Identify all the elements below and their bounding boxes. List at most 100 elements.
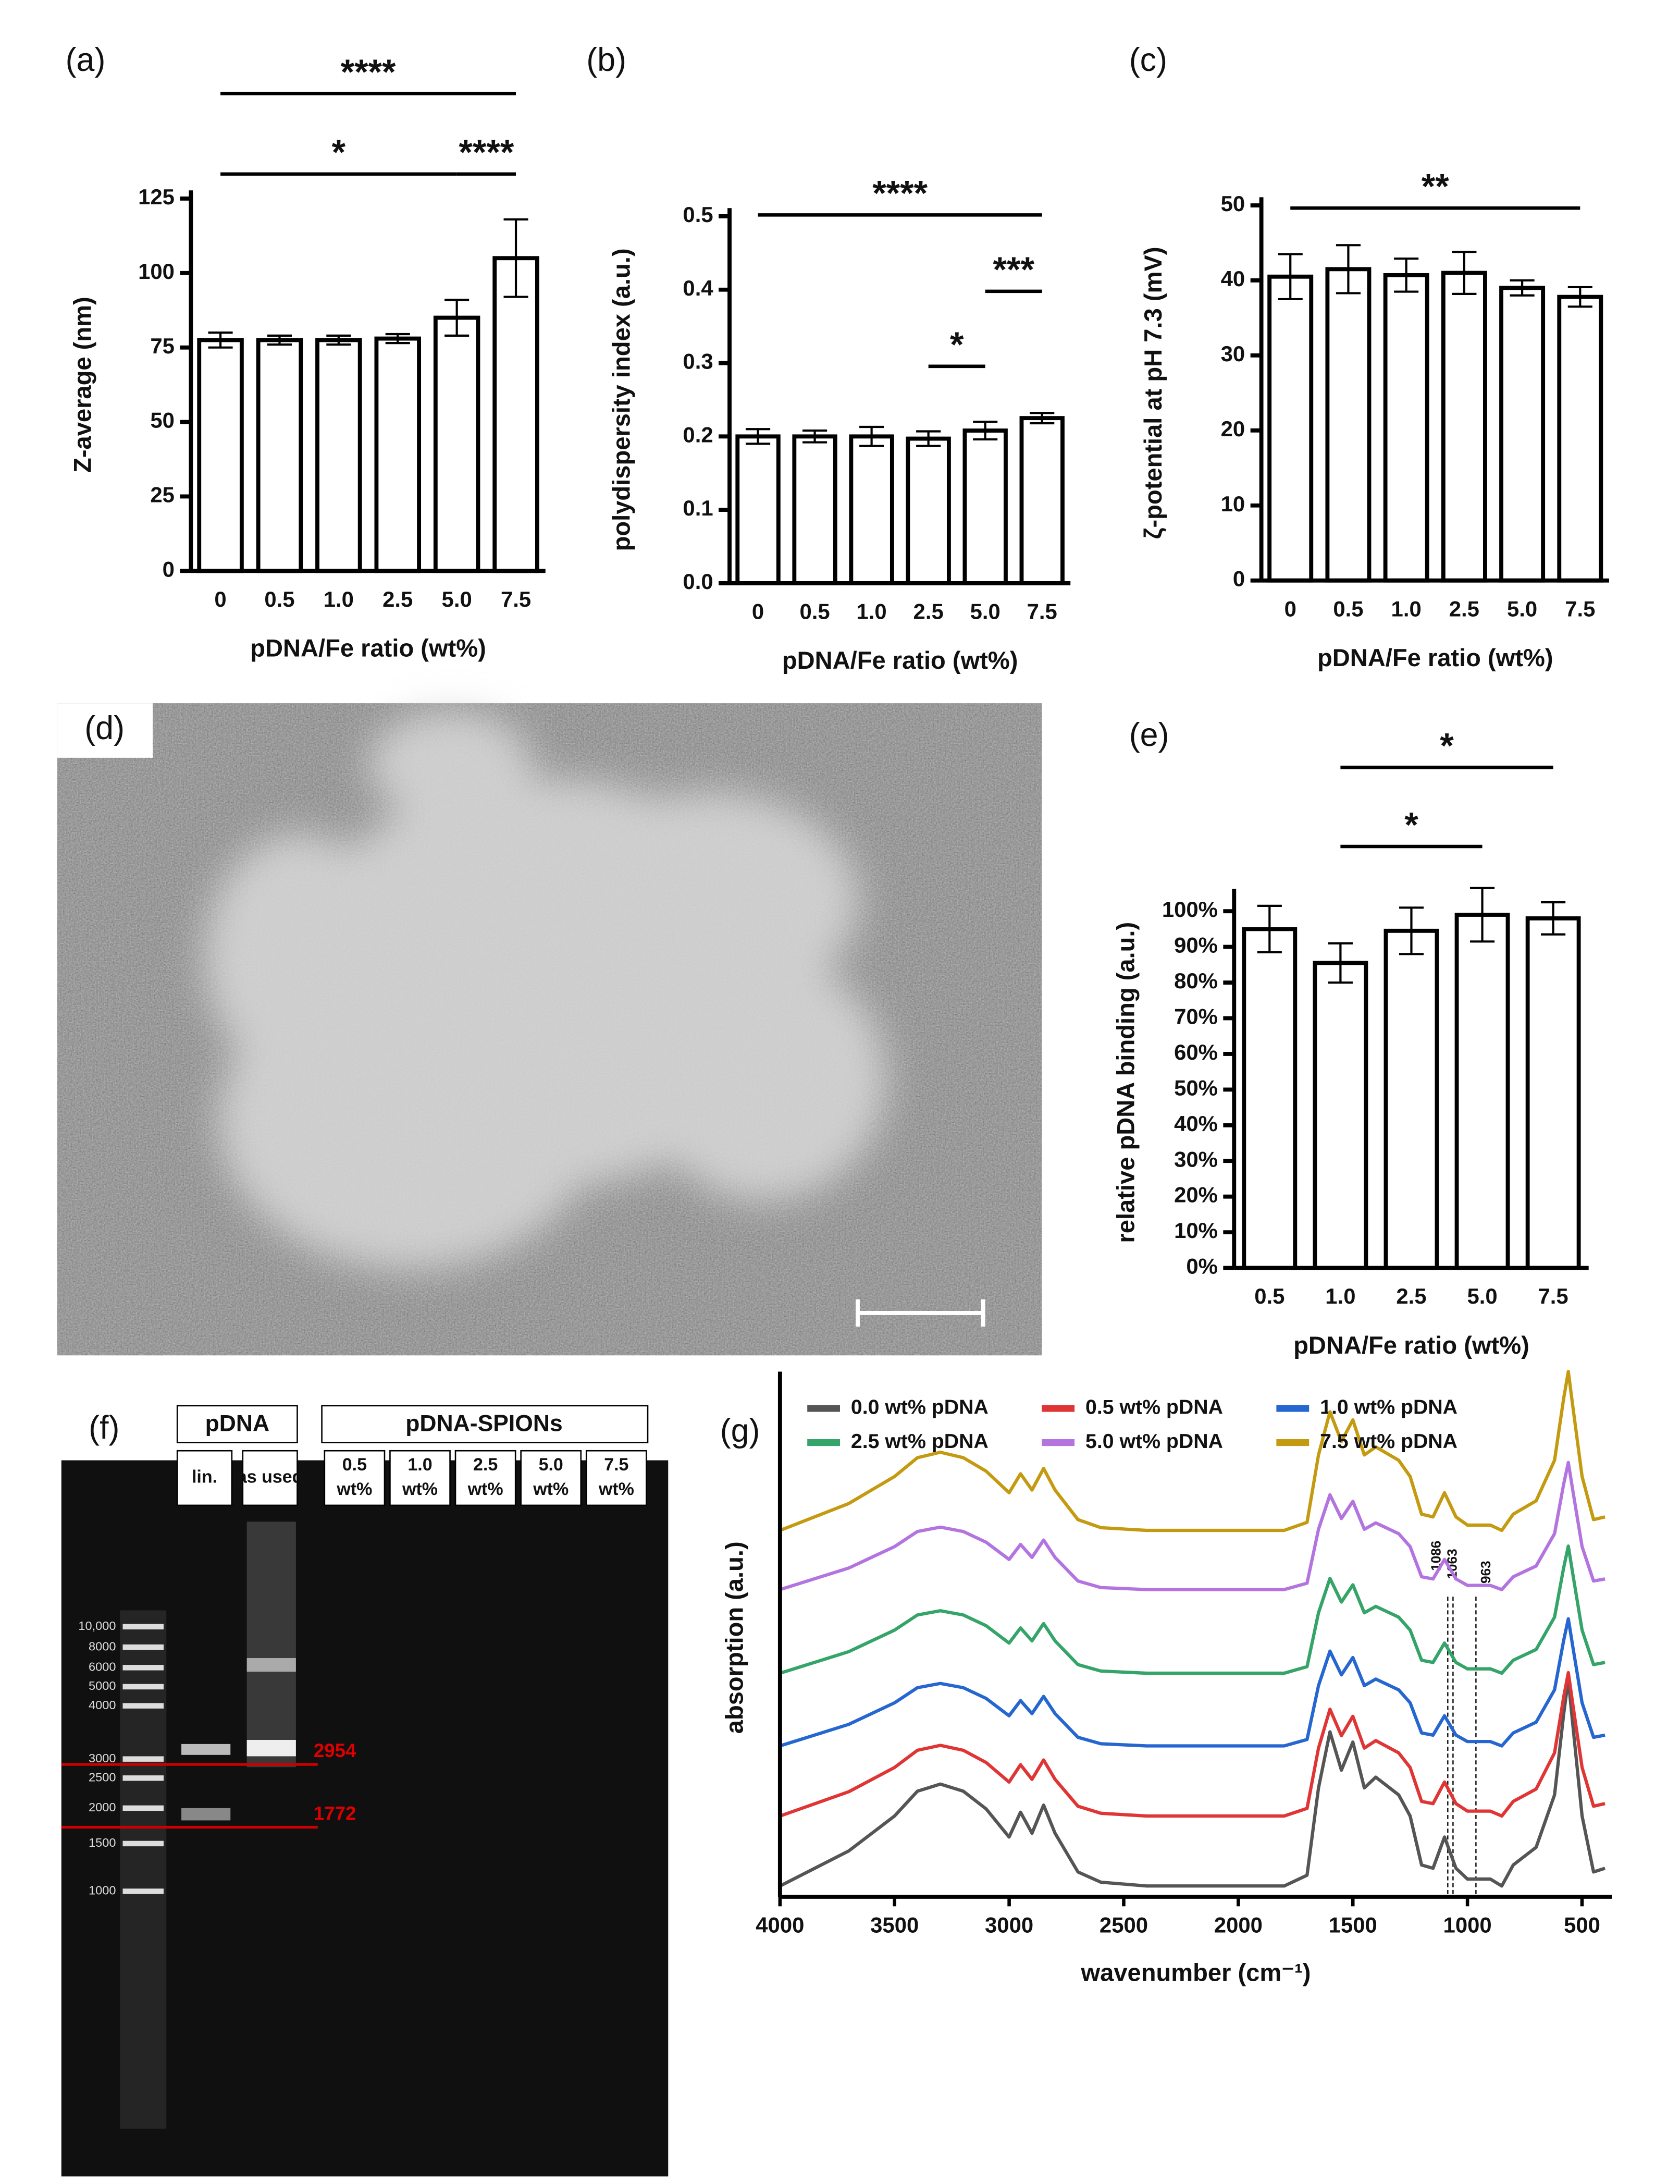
error-bar — [1510, 279, 1535, 297]
lane-label: lin. — [192, 1467, 217, 1487]
ladder-band — [122, 1644, 164, 1650]
error-bar — [385, 333, 410, 345]
y-tick-label: 100 — [138, 259, 175, 284]
error-bar — [1257, 904, 1282, 953]
bar — [735, 434, 781, 585]
x-tick-label: 5.0 — [970, 599, 1000, 624]
x-tick-label: 7.5 — [501, 587, 531, 611]
spectrum-line — [779, 1370, 1605, 1532]
ladder-label: 5000 — [89, 1679, 116, 1692]
error-bar — [1336, 244, 1361, 295]
bar — [256, 338, 303, 573]
lane-label: 7.5 — [604, 1455, 628, 1475]
y-tick-label: 30 — [1221, 341, 1245, 366]
spectrum-line — [779, 1617, 1605, 1748]
x-tick-label: 3000 — [985, 1913, 1033, 1937]
panel-label: (f) — [89, 1410, 119, 1446]
error-bar — [208, 332, 233, 349]
ladder-band — [122, 1888, 164, 1894]
x-axis-title: pDNA/Fe ratio (wt%) — [250, 634, 486, 662]
x-tick-label: 7.5 — [1538, 1284, 1568, 1308]
y-tick-label: 0.0 — [683, 569, 713, 594]
y-tick-label: 0.1 — [683, 496, 713, 520]
bar — [849, 434, 894, 585]
bar — [1557, 295, 1603, 583]
lane-label: wt% — [467, 1479, 503, 1499]
legend-label: 2.5 wt% pDNA — [851, 1430, 989, 1453]
x-tick-label: 2500 — [1100, 1913, 1148, 1937]
lane-box — [520, 1450, 582, 1506]
legend-label: 0.0 wt% pDNA — [851, 1395, 989, 1418]
ladder-label: 10,000 — [78, 1619, 116, 1633]
legend-label: 7.5 wt% pDNA — [1320, 1430, 1457, 1453]
error-bar — [503, 218, 528, 298]
y-axis-title: polydispersity index (a.u.) — [607, 248, 635, 551]
y-tick-label: 0 — [163, 557, 175, 581]
lane-label: wt% — [402, 1479, 438, 1499]
error-bar — [1567, 286, 1592, 308]
bar — [1499, 286, 1546, 583]
bar — [792, 434, 837, 585]
significance-label: ** — [1422, 167, 1449, 206]
x-tick-label: 4000 — [756, 1913, 804, 1937]
ladder-band — [122, 1805, 164, 1811]
x-tick-label: 0 — [1284, 596, 1296, 621]
x-tick-label: 0.5 — [1333, 596, 1363, 621]
gel-image: (f) pDNA pDNA-SPIONs lin. as used 0.5 wt% 1.… — [61, 1405, 669, 2177]
lane-box — [389, 1450, 451, 1506]
error-bar — [326, 334, 351, 346]
x-tick-label: 0.5 — [1254, 1284, 1284, 1308]
x-tick-label: 5.0 — [1467, 1284, 1497, 1308]
ladder-label: 1500 — [89, 1836, 116, 1849]
ladder-band — [122, 1665, 164, 1671]
bar — [1383, 928, 1439, 1270]
spectrum-line — [779, 1461, 1605, 1591]
y-tick-label: 40% — [1174, 1111, 1218, 1136]
y-tick-label: 0.3 — [683, 349, 713, 374]
lane-label: 0.5 — [342, 1455, 367, 1475]
panel-label: (d) — [84, 710, 125, 746]
panel-label: (e) — [1129, 717, 1169, 753]
error-bar — [1394, 257, 1419, 293]
x-tick-label: 1.0 — [324, 587, 354, 611]
legend-label: 5.0 wt% pDNA — [1085, 1430, 1223, 1453]
y-tick-label: 50 — [150, 408, 175, 433]
y-axis-title: ζ-potential at pH 7.3 (mV) — [1139, 247, 1167, 539]
bar — [1383, 273, 1429, 583]
y-tick-label: 10 — [1221, 492, 1245, 516]
y-tick-label: 50 — [1221, 191, 1245, 216]
spectrum-line — [779, 1677, 1606, 1888]
x-tick-label: 1.0 — [1325, 1284, 1355, 1308]
panel-label: (c) — [1129, 42, 1167, 78]
lane-group: pDNA-SPIONs — [405, 1410, 562, 1436]
y-tick-label: 125 — [138, 185, 175, 209]
ladder-label: 3000 — [89, 1751, 116, 1765]
x-tick-label: 2.5 — [913, 599, 944, 624]
ladder-band — [122, 1703, 164, 1709]
ladder-label: 8000 — [89, 1639, 116, 1653]
x-tick-label: 0.5 — [264, 587, 294, 611]
size-marker-label: 1772 — [314, 1803, 356, 1824]
bar — [492, 256, 539, 573]
spectrum-line — [779, 1544, 1605, 1675]
y-tick-label: 40 — [1221, 266, 1245, 291]
significance-label: **** — [872, 174, 928, 213]
y-tick-label: 90% — [1174, 933, 1218, 958]
significance-label: * — [332, 132, 346, 172]
x-tick-label: 7.5 — [1027, 599, 1057, 624]
y-tick-label: 20% — [1174, 1183, 1218, 1207]
y-tick-label: 0% — [1186, 1254, 1218, 1279]
ladder-band — [122, 1756, 164, 1762]
bar — [1267, 274, 1314, 583]
lane-label: 5.0 — [539, 1455, 563, 1475]
lane-box — [324, 1450, 386, 1506]
error-bar — [1541, 901, 1566, 936]
lane-label: wt% — [598, 1479, 634, 1499]
bar — [1242, 927, 1298, 1270]
size-marker-label: 2954 — [314, 1740, 356, 1761]
bar — [315, 338, 362, 573]
x-axis-title: wavenumber (cm⁻¹) — [1081, 1959, 1311, 1986]
y-axis-title: relative pDNA binding (a.u.) — [1112, 922, 1140, 1243]
error-bar — [1328, 942, 1353, 984]
